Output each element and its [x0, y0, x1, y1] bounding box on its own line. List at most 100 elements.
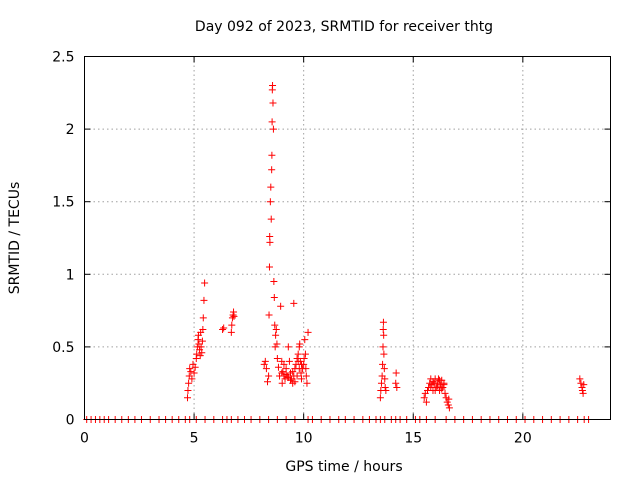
data-point	[273, 340, 281, 348]
data-point	[266, 198, 274, 206]
data-point	[200, 296, 208, 304]
data-point	[429, 378, 437, 386]
data-point	[277, 302, 285, 310]
data-point	[380, 331, 388, 339]
points-layer	[83, 82, 593, 423]
data-point	[196, 352, 204, 360]
data-point	[269, 99, 277, 107]
chart-title: Day 092 of 2023, SRMTID for receiver tht…	[195, 19, 493, 35]
data-point	[268, 118, 276, 126]
data-point	[187, 368, 195, 376]
data-point	[272, 331, 280, 339]
data-point	[293, 372, 301, 380]
data-point	[379, 360, 387, 368]
data-point	[271, 321, 279, 329]
x-tick-label: 10	[295, 431, 313, 447]
data-point	[261, 357, 269, 365]
data-point	[297, 375, 305, 383]
data-point	[294, 350, 302, 358]
x-tick-label: 5	[190, 431, 199, 447]
data-point	[382, 386, 390, 394]
data-point	[265, 372, 273, 380]
data-point	[199, 314, 207, 322]
data-point	[228, 321, 236, 329]
data-point	[270, 294, 278, 302]
data-point	[420, 394, 428, 402]
y-tick-label: 1	[66, 267, 75, 283]
data-point	[577, 379, 585, 387]
data-point	[427, 384, 435, 392]
data-point	[271, 343, 279, 351]
data-point	[303, 379, 311, 387]
x-tick-label: 0	[80, 431, 89, 447]
data-point	[304, 328, 312, 336]
data-point	[198, 337, 206, 345]
data-point	[201, 279, 209, 287]
data-point	[269, 82, 277, 90]
data-point	[269, 125, 277, 133]
data-point	[302, 365, 310, 373]
data-point	[433, 382, 441, 390]
data-point	[280, 360, 288, 368]
data-point	[274, 363, 282, 371]
data-point	[576, 375, 584, 383]
data-point	[188, 375, 196, 383]
data-point	[193, 350, 201, 358]
data-point	[580, 381, 588, 389]
data-point	[262, 365, 270, 373]
data-point	[377, 379, 385, 387]
data-point	[185, 379, 193, 387]
data-point	[392, 369, 400, 377]
data-point	[197, 343, 205, 351]
data-point	[379, 318, 387, 326]
data-point	[300, 355, 308, 363]
data-point	[260, 360, 268, 368]
data-point	[290, 299, 298, 307]
grid-layer	[84, 56, 611, 420]
data-point	[266, 238, 274, 246]
y-tick-label: 1.5	[52, 195, 74, 211]
data-point	[392, 379, 400, 387]
data-point	[289, 368, 297, 376]
data-point	[294, 357, 302, 365]
data-point	[297, 360, 305, 368]
data-point	[443, 398, 451, 406]
data-point	[301, 350, 309, 358]
data-point	[441, 389, 449, 397]
x-tick-label: 15	[404, 431, 422, 447]
data-point	[578, 386, 586, 394]
data-point	[284, 343, 292, 351]
y-tick-label: 0	[66, 413, 75, 429]
data-point	[228, 314, 236, 322]
plot-frame	[84, 56, 611, 420]
data-point	[268, 151, 276, 159]
data-point	[264, 378, 272, 386]
data-point	[267, 183, 275, 191]
data-point	[265, 311, 273, 319]
data-point	[268, 166, 276, 174]
data-point	[434, 375, 442, 383]
data-point	[220, 324, 228, 332]
data-point	[380, 365, 388, 373]
data-point	[230, 312, 238, 320]
y-tick-label: 2	[66, 122, 75, 138]
data-point	[439, 384, 447, 392]
data-point	[445, 404, 453, 412]
data-point	[198, 349, 206, 357]
data-point	[393, 384, 401, 392]
data-point	[190, 369, 198, 377]
data-point	[184, 394, 192, 402]
data-point	[265, 263, 273, 271]
data-point	[381, 375, 389, 383]
data-point	[440, 381, 448, 389]
data-point	[270, 278, 278, 286]
data-point	[376, 394, 384, 402]
data-point	[199, 325, 207, 333]
data-point	[380, 350, 388, 358]
x-tick-label: 20	[514, 431, 532, 447]
y-axis-label: SRMTID / TECUs	[7, 182, 23, 295]
x-axis-label: GPS time / hours	[285, 459, 402, 475]
data-point	[381, 384, 389, 392]
data-point	[191, 363, 199, 371]
